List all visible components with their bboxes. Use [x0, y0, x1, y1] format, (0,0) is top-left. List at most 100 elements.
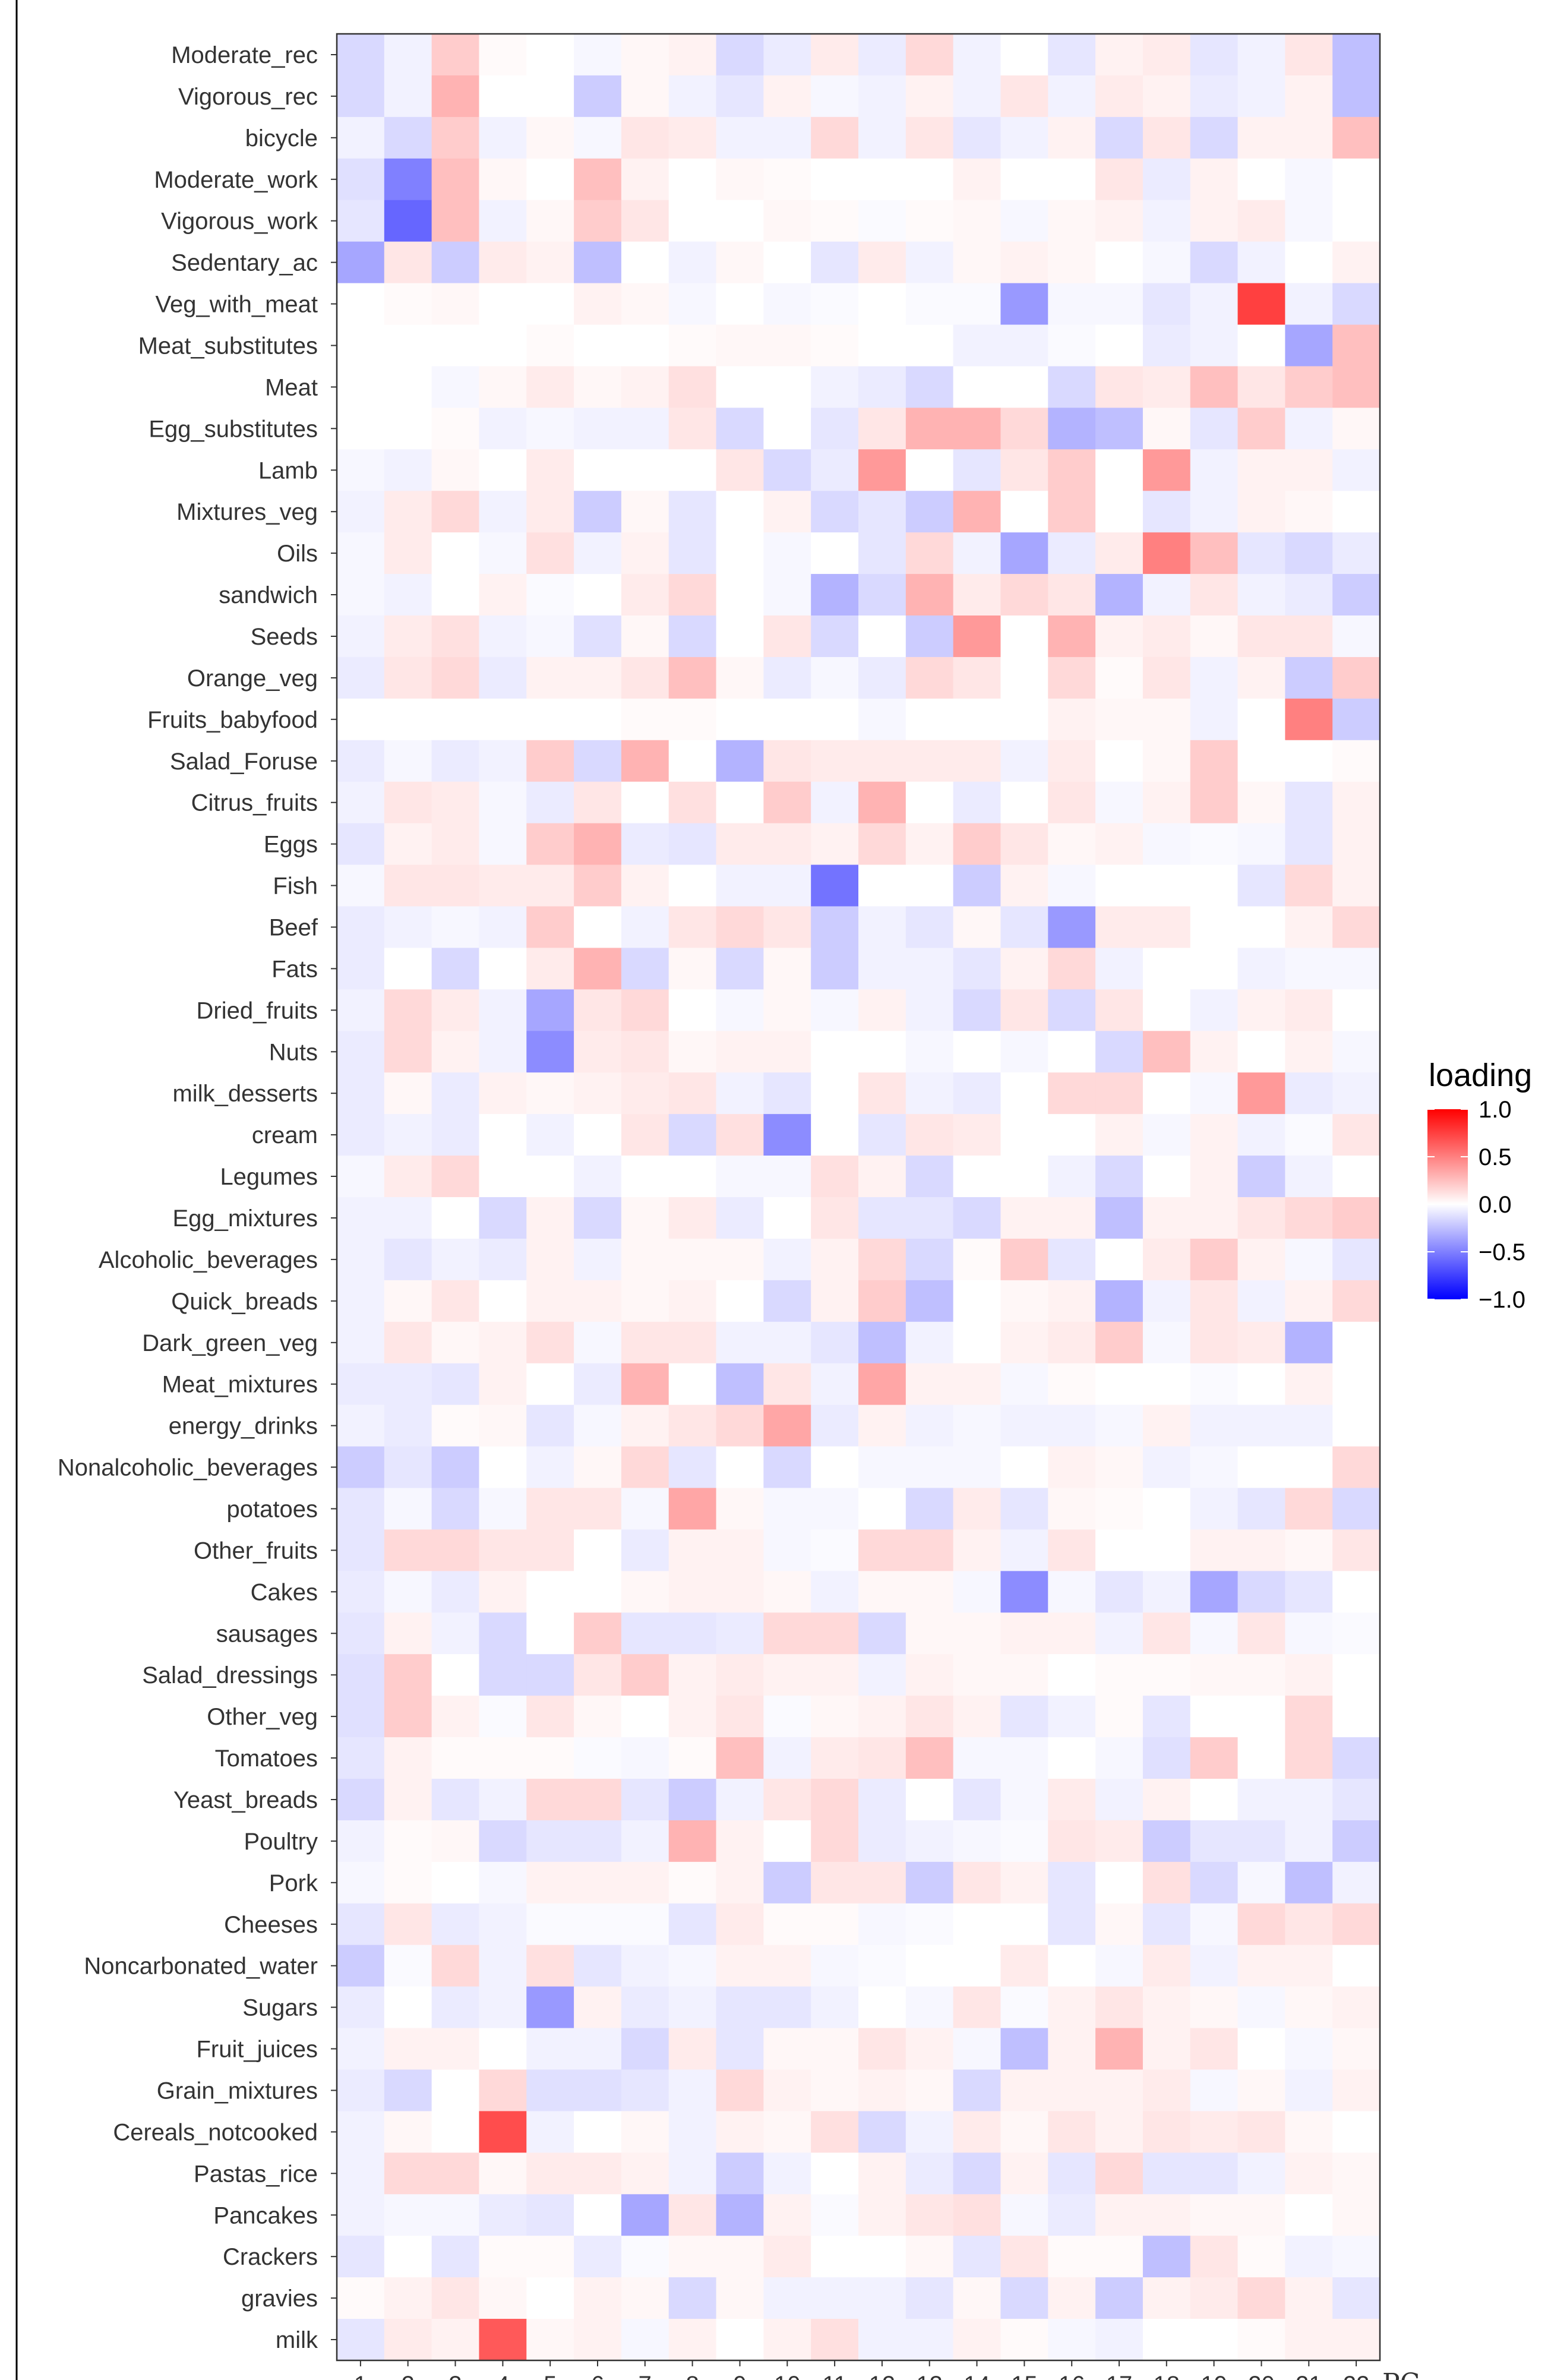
- heatmap-cell: [668, 1529, 717, 1571]
- heatmap-cell: [668, 1571, 717, 1613]
- heatmap-cell: [716, 1280, 764, 1322]
- heatmap-cell: [479, 2152, 527, 2195]
- heatmap-cell: [337, 615, 385, 658]
- heatmap-cell: [479, 1654, 527, 1696]
- heatmap-cell: [905, 1488, 954, 1530]
- heatmap-cell: [574, 2028, 622, 2070]
- heatmap-cell: [1048, 1031, 1096, 1073]
- heatmap-cell: [763, 740, 811, 782]
- heatmap-cell: [1285, 2194, 1333, 2236]
- heatmap-cell: [1190, 615, 1239, 658]
- heatmap-cell: [763, 2319, 811, 2361]
- heatmap-cell: [526, 948, 574, 990]
- heatmap-cell: [1285, 1031, 1333, 1073]
- heatmap-cell: [1237, 532, 1285, 575]
- heatmap-cell: [1142, 200, 1191, 242]
- heatmap-cell: [479, 2111, 527, 2153]
- heatmap-cell: [526, 408, 574, 450]
- heatmap-cell: [337, 1031, 385, 1073]
- heatmap-cell: [1000, 1903, 1048, 1946]
- row-label: energy_drinks: [169, 1413, 318, 1440]
- heatmap-cell: [574, 1986, 622, 2029]
- heatmap-cell: [668, 1321, 717, 1364]
- heatmap-cell: [1332, 1404, 1381, 1447]
- heatmap-cell: [953, 75, 1002, 118]
- heatmap-cell: [1237, 1820, 1285, 1863]
- row-label: Fruit_juices: [196, 2037, 318, 2063]
- heatmap-cell: [384, 1031, 432, 1073]
- heatmap-cell: [668, 283, 717, 326]
- heatmap-cell: [479, 200, 527, 242]
- heatmap-cell: [953, 366, 1002, 408]
- heatmap-cell: [621, 574, 669, 616]
- heatmap-cell: [953, 1238, 1002, 1281]
- heatmap-cell: [953, 1197, 1002, 1239]
- heatmap-cell: [1000, 1404, 1048, 1447]
- row-label: Salad_Foruse: [170, 749, 318, 775]
- row-label: Meat_substitutes: [138, 333, 318, 359]
- heatmap-cell: [1332, 1696, 1381, 1738]
- heatmap-cell: [1000, 1696, 1048, 1738]
- heatmap-cell: [1000, 1779, 1048, 1821]
- heatmap-cell: [1142, 241, 1191, 284]
- heatmap-cell: [1095, 2236, 1143, 2278]
- column-label: 7: [639, 2372, 652, 2380]
- heatmap-cell: [1142, 34, 1191, 76]
- heatmap-cell: [1332, 2236, 1381, 2278]
- heatmap-cell: [431, 823, 480, 866]
- heatmap-cell: [431, 781, 480, 824]
- heatmap-cell: [763, 989, 811, 1031]
- heatmap-cell: [716, 2152, 764, 2195]
- heatmap-cell: [384, 906, 432, 949]
- heatmap-cell: [479, 698, 527, 741]
- heatmap-cell: [1237, 2069, 1285, 2112]
- heatmap-cell: [431, 200, 480, 242]
- heatmap-cell: [668, 1404, 717, 1447]
- heatmap-cell: [811, 1321, 859, 1364]
- heatmap-cell: [337, 2152, 385, 2195]
- heatmap-cell: [953, 1156, 1002, 1198]
- heatmap-cell: [1142, 2194, 1191, 2236]
- heatmap-cell: [431, 449, 480, 491]
- heatmap-cell: [431, 1529, 480, 1571]
- heatmap-cell: [1332, 1529, 1381, 1571]
- heatmap-cell: [384, 1529, 432, 1571]
- heatmap-cell: [1048, 241, 1096, 284]
- row-label: Eggs: [264, 832, 318, 858]
- heatmap-cell: [953, 615, 1002, 658]
- heatmap-cell: [668, 1280, 717, 1322]
- heatmap-cell: [1332, 1446, 1381, 1489]
- heatmap-cell: [953, 1072, 1002, 1115]
- heatmap-cell: [1237, 116, 1285, 159]
- heatmap-cell: [668, 241, 717, 284]
- heatmap-cell: [1285, 324, 1333, 367]
- heatmap-cell: [1000, 116, 1048, 159]
- heatmap-cell: [1332, 656, 1381, 699]
- heatmap-cell: [1000, 1861, 1048, 1904]
- heatmap-cell: [621, 2277, 669, 2319]
- heatmap-cell: [1237, 1363, 1285, 1406]
- heatmap-cell: [858, 34, 906, 76]
- heatmap-cell: [1142, 2277, 1191, 2319]
- heatmap-cell: [526, 2319, 574, 2361]
- heatmap-cell: [858, 2152, 906, 2195]
- heatmap-cell: [905, 1197, 954, 1239]
- heatmap-cell: [526, 491, 574, 533]
- heatmap-cell: [479, 1156, 527, 1198]
- heatmap-cell: [811, 1404, 859, 1447]
- heatmap-cell: [716, 2194, 764, 2236]
- heatmap-cell: [1095, 574, 1143, 616]
- heatmap-cell: [953, 574, 1002, 616]
- heatmap-cell: [526, 698, 574, 741]
- heatmap-cell: [1095, 366, 1143, 408]
- heatmap-cell: [953, 2069, 1002, 2112]
- column-label: 8: [686, 2372, 699, 2380]
- heatmap-cell: [526, 1529, 574, 1571]
- heatmap-cell: [858, 823, 906, 866]
- heatmap-cell: [668, 116, 717, 159]
- heatmap-cell: [1048, 1114, 1096, 1156]
- heatmap-cell: [337, 2111, 385, 2153]
- heatmap-cell: [953, 698, 1002, 741]
- heatmap-cell: [431, 1197, 480, 1239]
- heatmap-cell: [337, 2277, 385, 2319]
